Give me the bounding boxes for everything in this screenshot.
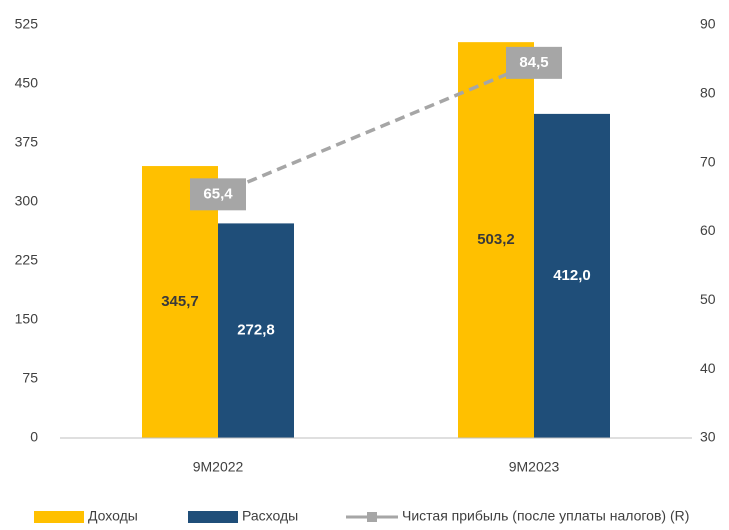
y-tick-label: 525	[15, 16, 39, 32]
y-tick-label: 150	[15, 311, 39, 327]
legend-swatch	[188, 511, 238, 523]
y-tick-label: 300	[15, 193, 39, 209]
bar	[218, 223, 294, 438]
legend-marker	[367, 512, 377, 522]
y-tick-label: 450	[15, 75, 39, 91]
y2-tick-label: 50	[700, 291, 716, 307]
legend-swatch	[34, 511, 84, 523]
label-box	[506, 46, 562, 79]
y2-tick-label: 30	[700, 429, 716, 445]
bar-label: 272,8	[237, 322, 275, 339]
y-tick-label: 0	[30, 429, 38, 445]
y-tick-label: 225	[15, 252, 39, 268]
line-label: 84,5	[519, 54, 548, 71]
bar-label: 412,0	[553, 267, 591, 284]
bar-label: 345,7	[161, 293, 199, 310]
y2-tick-label: 60	[700, 222, 716, 238]
bar	[534, 113, 610, 438]
x-tick-label: 9M2022	[193, 459, 244, 475]
bar	[142, 166, 218, 439]
line-label: 65,4	[203, 185, 233, 202]
line	[217, 61, 535, 196]
y-tick-label: 75	[22, 370, 38, 386]
bar	[458, 42, 534, 439]
legend-label: Доходы	[88, 508, 138, 524]
y2-tick-label: 70	[700, 153, 716, 169]
label-box	[190, 178, 246, 211]
y2-tick-label: 40	[700, 360, 716, 376]
legend-label: Расходы	[242, 508, 298, 524]
bar-label: 503,2	[477, 231, 515, 248]
y-tick-label: 375	[15, 134, 39, 150]
x-tick-label: 9M2023	[509, 459, 560, 475]
legend-label: Чистая прибыль (после уплаты налогов) (R…	[402, 508, 689, 524]
y2-tick-label: 80	[700, 85, 716, 101]
y2-tick-label: 90	[700, 16, 716, 32]
